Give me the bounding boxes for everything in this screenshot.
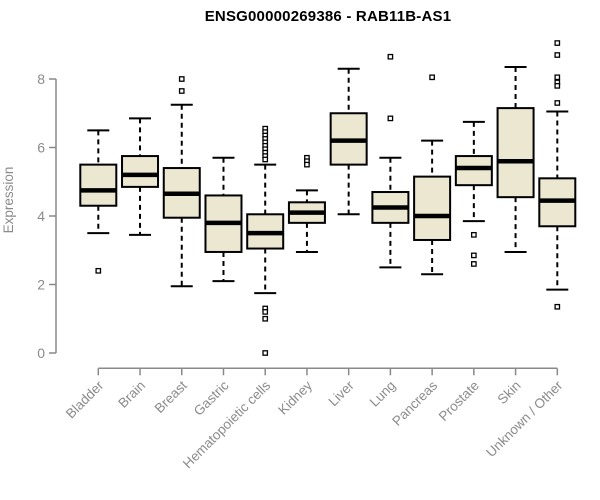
box [454, 155, 493, 187]
outlier-point [554, 74, 561, 81]
outlier-point [262, 315, 269, 322]
outlier-point [262, 156, 269, 163]
x-category-label: Bladder [63, 377, 107, 421]
outlier-point [262, 350, 269, 356]
outlier-point [95, 267, 102, 274]
y-tick-label: 0 [37, 345, 45, 361]
y-tick-label: 6 [37, 140, 45, 156]
outlier-point [554, 303, 561, 310]
outlier-point [387, 53, 394, 60]
chart-title: ENSG00000269386 - RAB11B-AS1 [204, 8, 452, 25]
outlier-point [470, 261, 477, 267]
x-category-label: Brain [115, 378, 148, 411]
outlier-point [387, 115, 394, 122]
outlier-point [554, 40, 561, 46]
x-category-label: Pancreas [389, 378, 440, 429]
box [413, 175, 452, 241]
y-tick-label: 4 [37, 208, 45, 224]
outlier-point [554, 52, 561, 58]
outlier-point [262, 309, 269, 315]
box [496, 107, 535, 199]
outlier-point [178, 88, 185, 94]
x-category-label: Liver [325, 377, 357, 409]
x-category-label: Unknown / Other [483, 377, 566, 460]
box [121, 155, 160, 188]
x-category-label: Gastric [191, 378, 232, 419]
outlier-point [470, 231, 477, 238]
outlier-point [554, 100, 561, 106]
x-category-label: Lung [367, 378, 399, 410]
outlier-point [429, 74, 435, 81]
outlier-point [470, 252, 477, 259]
y-tick-label: 8 [37, 71, 45, 87]
x-category-label: Skin [495, 378, 524, 407]
box [79, 163, 118, 207]
outlier-point [554, 83, 561, 89]
y-axis-label: Expression [1, 166, 16, 234]
y-tick-label: 2 [37, 277, 45, 293]
outlier-point [178, 76, 185, 82]
x-category-label: Breast [152, 378, 190, 416]
outlier-point [304, 161, 310, 168]
x-category-label: Kidney [275, 378, 315, 418]
x-category-label: Prostate [436, 378, 482, 424]
